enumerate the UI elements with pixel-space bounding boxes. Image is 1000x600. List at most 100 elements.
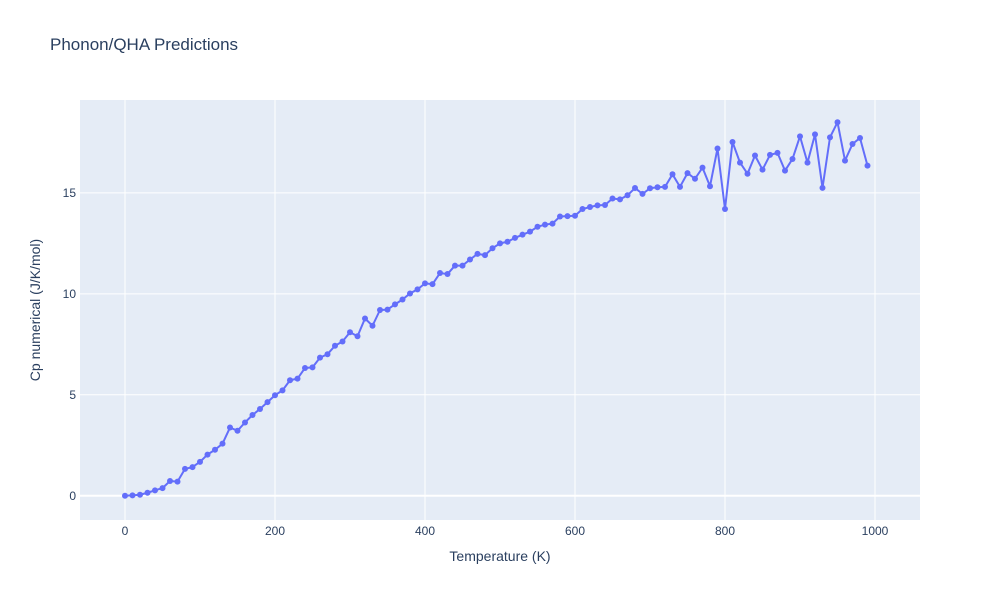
data-point [812, 131, 818, 138]
data-point [467, 256, 473, 263]
data-point [152, 487, 158, 494]
data-point [272, 392, 278, 399]
data-point [347, 329, 353, 336]
data-point [264, 399, 271, 406]
data-point [654, 184, 661, 191]
data-point [512, 234, 518, 241]
data-point [504, 238, 511, 245]
data-point [422, 280, 428, 287]
data-point [429, 281, 436, 288]
data-point [789, 155, 796, 162]
data-point [677, 183, 683, 190]
data-point [669, 171, 676, 178]
data-point [414, 286, 421, 293]
series-line [124, 121, 869, 497]
data-point [804, 159, 811, 166]
data-point [819, 184, 826, 191]
data-point [339, 338, 346, 345]
data-point [174, 478, 181, 485]
tick-labels: 0 200 400 600 800 1000 0 5 10 15 [63, 186, 889, 538]
data-point [317, 354, 323, 361]
data-point [557, 213, 563, 220]
data-point [294, 375, 301, 382]
data-point [857, 134, 863, 141]
data-point [572, 212, 578, 219]
data-point [842, 157, 848, 164]
data-point [257, 405, 263, 412]
data-point [774, 149, 781, 156]
data-point [497, 240, 503, 247]
data-point [729, 139, 736, 145]
data-point [587, 204, 593, 211]
data-point [369, 322, 376, 329]
data-point [849, 141, 856, 148]
data-point [227, 424, 233, 431]
data-point [437, 270, 443, 277]
data-point [249, 412, 256, 418]
data-point [302, 364, 308, 371]
data-point [722, 206, 728, 213]
data-point [609, 195, 616, 202]
data-point [234, 427, 241, 434]
data-point [594, 202, 601, 209]
data-point [549, 220, 556, 227]
data-point [759, 166, 766, 173]
data-point [827, 134, 833, 141]
data-point [767, 151, 773, 158]
y-tick-label: 15 [63, 186, 77, 200]
data-point [662, 183, 668, 190]
data-point [459, 262, 466, 269]
data-point [122, 492, 128, 499]
data-point [159, 485, 166, 492]
y-axis-title: Cp numerical (J/K/mol) [27, 239, 43, 381]
data-point [144, 489, 151, 496]
data-point [684, 170, 691, 177]
data-point [219, 440, 226, 447]
data-point [714, 145, 721, 152]
data-point [287, 377, 293, 384]
data-point [444, 271, 451, 278]
data-point [204, 451, 211, 458]
data-point [189, 464, 196, 471]
data-point [624, 192, 631, 199]
data-point [617, 196, 623, 203]
data-point [564, 213, 571, 220]
data-point [744, 170, 751, 177]
data-point [519, 231, 526, 238]
data-point [534, 223, 541, 230]
x-axis-title: Temperature (K) [449, 548, 550, 564]
data-point [354, 333, 361, 340]
data-point [752, 152, 758, 159]
data-point [377, 307, 383, 313]
y-tick-label: 5 [69, 388, 76, 402]
data-point [182, 465, 188, 472]
data-point [452, 262, 458, 269]
plot-area [80, 100, 920, 520]
x-tick-label: 400 [415, 524, 435, 538]
data-point [797, 133, 803, 140]
series [122, 119, 871, 499]
data-point [602, 202, 608, 208]
data-point [137, 491, 143, 498]
data-point [489, 245, 496, 252]
data-point [399, 296, 406, 303]
x-tick-label: 800 [715, 524, 735, 538]
y-tick-label: 10 [63, 287, 77, 301]
data-point [362, 315, 368, 322]
data-point [834, 119, 841, 126]
data-point [392, 301, 398, 308]
data-point [332, 342, 338, 349]
chart-title: Phonon/QHA Predictions [50, 35, 238, 54]
data-point [707, 183, 713, 190]
data-point [242, 419, 248, 426]
data-point [542, 221, 548, 228]
data-point [692, 175, 698, 182]
data-point [699, 164, 706, 171]
data-point [782, 167, 788, 174]
data-point [864, 162, 871, 169]
data-point [167, 478, 173, 485]
data-point [324, 351, 331, 358]
data-point [647, 185, 653, 192]
data-point [129, 492, 136, 499]
